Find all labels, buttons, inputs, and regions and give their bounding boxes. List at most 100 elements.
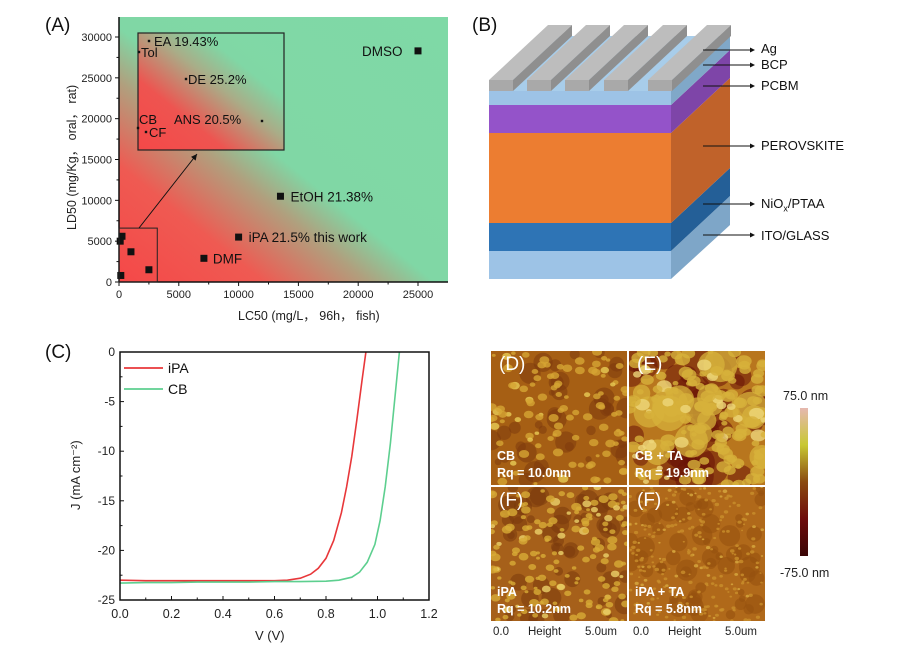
side-perovskite xyxy=(671,78,730,223)
ag-bar-top xyxy=(565,25,648,80)
point-label: DMF xyxy=(213,251,242,266)
inset-point-label: CF xyxy=(149,125,166,140)
inset-data-point xyxy=(260,119,264,123)
sample-name: CB xyxy=(497,449,516,463)
label-ito-glass: ITO/GLASS xyxy=(761,228,830,243)
x-tick-label: 10000 xyxy=(223,289,254,301)
point-label: EtOH 21.38% xyxy=(290,189,373,204)
ag-bar-front xyxy=(565,80,589,91)
y-tick-label: 30000 xyxy=(81,32,112,44)
layer-perovskite xyxy=(489,133,671,223)
side-ito-glass xyxy=(671,196,730,279)
zoom-region-box xyxy=(118,227,158,283)
scale-start-right: 0.0 xyxy=(633,626,649,638)
y-tick-label: -10 xyxy=(98,444,116,458)
scale-start-left: 0.0 xyxy=(493,626,509,638)
legend-label-cb: CB xyxy=(168,381,187,397)
y-axis-label: LD50 (mg/Kg， oral， rat) xyxy=(65,85,79,230)
sample-name: iPA + TA xyxy=(635,585,685,599)
ag-bar-front xyxy=(648,80,672,91)
afm-tile-cb-ta: (E) CB + TA Rq = 19.9nm xyxy=(629,351,765,485)
x-axis-label: LC50 (mg/L， 96h， fish) xyxy=(238,309,380,323)
panel-f-label: (F) xyxy=(499,490,524,511)
inset-point-label: EA 19.43% xyxy=(154,34,219,49)
x-tick-label: 0.6 xyxy=(266,607,283,621)
ag-bar-side xyxy=(551,25,610,91)
scale-label-right: Height xyxy=(668,626,702,638)
roughness-value: Rq = 10.0nm xyxy=(497,466,571,480)
point-label: iPA 21.5% this work xyxy=(249,230,368,245)
ag-bar-front xyxy=(527,80,551,91)
layer-bcp xyxy=(489,91,671,105)
inset-data-point xyxy=(137,50,141,54)
scale-end-right: 5.0um xyxy=(725,626,757,638)
ag-bar-side xyxy=(513,25,572,91)
x-tick-label: 0.4 xyxy=(214,607,231,621)
inset-data-point xyxy=(136,126,140,130)
label-bcp: BCP xyxy=(761,57,788,72)
data-point xyxy=(116,237,124,245)
layer-pcbm xyxy=(489,105,671,133)
inset-data-point xyxy=(184,77,188,81)
y-tick-label: 20000 xyxy=(81,114,112,126)
y-tick-label: 15000 xyxy=(81,155,112,167)
x-tick-label: 0.2 xyxy=(163,607,180,621)
panel-b-label: (B) xyxy=(472,15,498,36)
afm-tile-ipa: (F) iPA Rq = 10.2nm xyxy=(491,487,627,621)
label-niox-rest: /PTAA xyxy=(787,196,825,211)
zoom-arrow xyxy=(138,153,198,229)
data-point xyxy=(414,47,422,55)
data-point xyxy=(276,192,284,200)
label-niox-main: NiO xyxy=(761,196,784,211)
label-pcbm: PCBM xyxy=(761,78,799,93)
ag-bar-front xyxy=(489,80,513,91)
data-point xyxy=(200,254,208,262)
y-tick-label: 10000 xyxy=(81,195,112,207)
sample-name: CB + TA xyxy=(635,449,684,463)
panel-c-jv-chart: 0.0 0.2 0.4 0.6 0.8 1.0 1.2 0 -5 -10 -15 -20 -25 iPA… xyxy=(68,345,438,643)
x-tick-label: 0.0 xyxy=(111,607,128,621)
data-point xyxy=(145,266,153,274)
ag-bar-top xyxy=(489,25,572,80)
y-tick-label: -5 xyxy=(104,395,115,409)
y-tick-label: -15 xyxy=(98,494,116,508)
panel-e-label: (E) xyxy=(637,354,663,375)
layer-niox-ptaa xyxy=(489,223,671,251)
ag-bar-side xyxy=(628,25,687,91)
y-tick-label: 0 xyxy=(108,345,115,359)
inset-point-label: CB xyxy=(139,112,157,127)
side-pcbm xyxy=(671,50,730,133)
roughness-value: Rq = 19.9nm xyxy=(635,466,709,480)
data-point xyxy=(127,248,135,256)
y-tick-label: 0 xyxy=(106,277,112,289)
inset-point-label: ANS 20.5% xyxy=(174,112,242,127)
series-line-ipa xyxy=(119,351,367,582)
roughness-value: Rq = 5.8nm xyxy=(635,602,703,616)
y-tick-label: -25 xyxy=(98,593,116,607)
roughness-value: Rq = 10.2nm xyxy=(497,602,571,616)
scale-label-left: Height xyxy=(528,626,562,638)
x-tick-label: 5000 xyxy=(167,289,191,301)
label-ag: Ag xyxy=(761,41,777,56)
y-tick-label: 5000 xyxy=(88,236,112,248)
x-tick-label: 15000 xyxy=(283,289,314,301)
x-tick-label: 0 xyxy=(116,289,122,301)
data-point xyxy=(118,232,126,240)
afm-tile-ipa-ta: (F) iPA + TA Rq = 5.8nm xyxy=(629,487,765,621)
panel-f2-label: (F) xyxy=(637,490,662,511)
sample-name: iPA xyxy=(497,585,517,599)
y-axis-label: J (mA cm⁻²) xyxy=(68,440,83,510)
ag-bar-side xyxy=(672,25,731,91)
afm-image-grid: (D) CB Rq = 10.0nm (E) CB + TA Rq = 19.9… xyxy=(491,351,765,621)
colorbar-min-label: -75.0 nm xyxy=(780,566,830,580)
inset-point-label: Tol xyxy=(141,45,158,60)
height-colorbar xyxy=(800,408,808,556)
label-niox-ptaa: NiOx/PTAA xyxy=(761,196,825,214)
y-tick-label: 25000 xyxy=(81,73,112,85)
inset-data-point xyxy=(144,130,148,134)
panel-d-label: (D) xyxy=(499,354,526,375)
x-tick-label: 25000 xyxy=(403,289,434,301)
y-tick-label: -20 xyxy=(98,543,116,557)
plot-frame xyxy=(119,351,430,601)
x-tick-label: 1.2 xyxy=(420,607,437,621)
